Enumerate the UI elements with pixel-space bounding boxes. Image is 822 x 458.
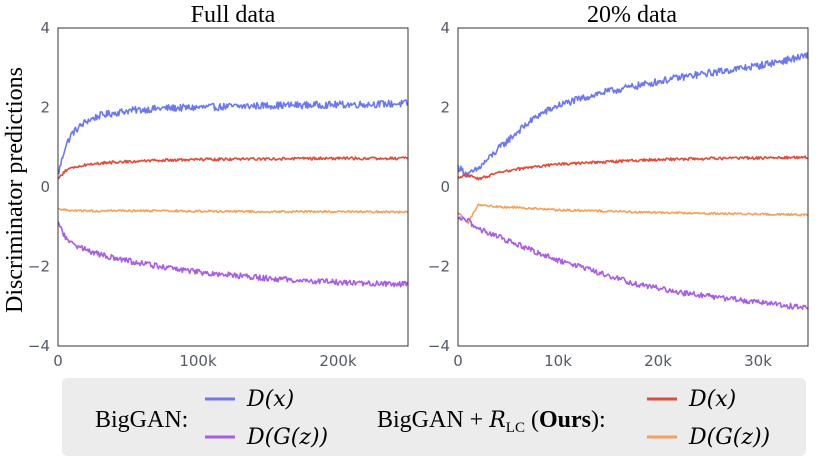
legend-group-ours-label: BigGAN + RLC (Ours): bbox=[377, 407, 606, 436]
y-tick-label: −4 bbox=[28, 337, 50, 355]
chart-title: Full data bbox=[191, 2, 276, 28]
y-tick-label: 4 bbox=[40, 19, 50, 37]
series-line bbox=[457, 216, 809, 310]
legend-ours-prefix: BigGAN + bbox=[377, 407, 489, 433]
plot-frame bbox=[57, 27, 409, 347]
legend-label-biggan-dx: D(x) bbox=[246, 387, 294, 412]
y-tick-label: 0 bbox=[40, 178, 50, 196]
y-tick-label: −4 bbox=[428, 337, 450, 355]
x-tick-label: 0 bbox=[453, 352, 463, 370]
y-ticks: 4 2 0 −2 −4 bbox=[28, 19, 50, 355]
legend-ours-close: ): bbox=[591, 407, 606, 433]
legend-ours-bold: Ours bbox=[539, 407, 591, 433]
plot-frame bbox=[457, 27, 809, 347]
x-tick-label: 30k bbox=[744, 352, 772, 370]
legend-ours-math: R bbox=[488, 408, 506, 433]
x-tick-label: 20k bbox=[644, 352, 672, 370]
chart-panel-full-data: Full data 4 2 0 −2 −4 0 100k 200k bbox=[28, 2, 409, 370]
x-tick-label: 100k bbox=[179, 352, 217, 370]
legend-ours-open: ( bbox=[525, 407, 539, 433]
y-ticks: 4 2 0 −2 −4 bbox=[428, 19, 450, 355]
y-tick-label: −2 bbox=[28, 258, 50, 276]
y-tick-label: −2 bbox=[428, 258, 450, 276]
x-tick-label: 200k bbox=[319, 352, 357, 370]
chart-title: 20% data bbox=[587, 2, 677, 28]
series-lines bbox=[57, 99, 409, 288]
series-line bbox=[57, 207, 409, 214]
legend-group-biggan-label: BigGAN: bbox=[95, 407, 188, 433]
chart-panel-20pct-data: 20% data 4 2 0 −2 −4 0 10k 20k 30k bbox=[428, 2, 809, 370]
series-line bbox=[57, 221, 409, 288]
series-line bbox=[457, 52, 809, 178]
x-tick-label: 0 bbox=[53, 352, 63, 370]
series-lines bbox=[457, 52, 809, 310]
series-line bbox=[58, 99, 409, 175]
legend-label-ours-dgz: D(G(z)) bbox=[688, 425, 770, 450]
legend-background bbox=[62, 378, 806, 456]
x-tick-label: 10k bbox=[544, 352, 572, 370]
y-tick-label: 4 bbox=[440, 19, 450, 37]
series-line bbox=[57, 156, 409, 180]
series-line bbox=[457, 155, 809, 181]
series-line bbox=[457, 203, 809, 225]
legend-label-ours-dx: D(x) bbox=[688, 387, 736, 412]
x-ticks: 0 100k 200k bbox=[53, 352, 357, 370]
legend: BigGAN: D(x) D(G(z)) BigGAN + RLC (Ours)… bbox=[62, 378, 806, 456]
legend-ours-sub: LC bbox=[506, 420, 525, 436]
y-tick-label: 0 bbox=[440, 178, 450, 196]
y-tick-label: 2 bbox=[40, 99, 50, 117]
legend-label-biggan-dgz: D(G(z)) bbox=[246, 425, 328, 450]
y-axis-label: Discriminator predictions bbox=[2, 67, 28, 313]
x-ticks: 0 10k 20k 30k bbox=[453, 352, 772, 370]
y-tick-label: 2 bbox=[440, 99, 450, 117]
